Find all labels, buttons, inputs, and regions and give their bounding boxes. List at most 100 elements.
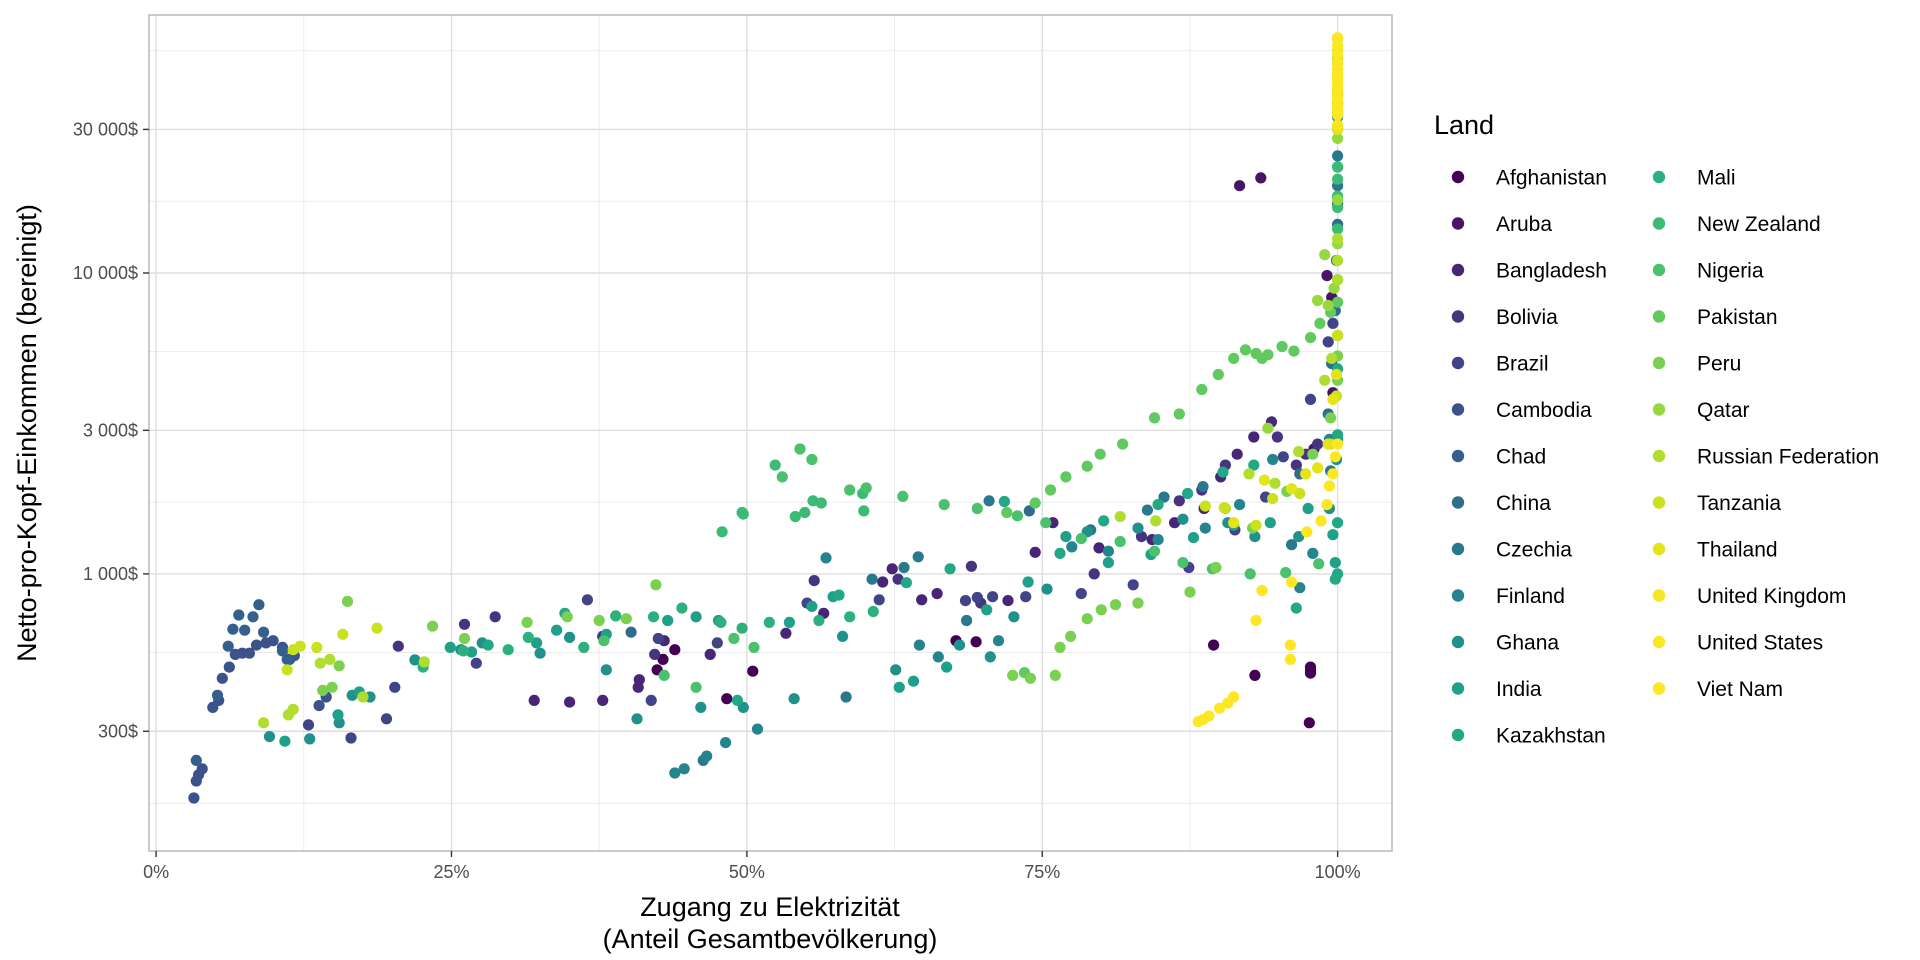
legend-key (1451, 217, 1465, 230)
y-tick-label: 10 000$ (73, 263, 138, 283)
data-point (858, 505, 870, 517)
data-point (890, 664, 902, 676)
legend-item: Mali (1652, 167, 1736, 190)
data-point (1249, 669, 1261, 682)
x-tick-label: 25% (433, 862, 469, 882)
plot-panel (149, 15, 1392, 851)
data-point (216, 672, 228, 684)
data-point (551, 624, 563, 636)
data-point (1332, 173, 1344, 185)
data-point (581, 594, 594, 606)
data-point (1210, 561, 1222, 574)
legend-key (1652, 217, 1666, 230)
data-point (971, 502, 983, 515)
legend-item: Nigeria (1652, 260, 1764, 283)
data-point (227, 623, 239, 635)
legend-key (1451, 635, 1465, 649)
data-point (597, 694, 609, 707)
data-point (1109, 599, 1122, 611)
legend-key (1652, 496, 1666, 509)
data-point (769, 459, 781, 471)
y-tick-label: 1 000$ (83, 564, 138, 584)
data-point (1332, 109, 1344, 121)
data-point (1322, 336, 1334, 348)
data-point (1248, 459, 1260, 471)
data-point (258, 626, 270, 638)
data-point (1182, 487, 1194, 500)
data-point (1302, 502, 1314, 515)
data-point (1114, 536, 1126, 548)
data-point (1060, 531, 1072, 543)
data-point (531, 637, 543, 649)
data-point (1312, 438, 1324, 450)
data-point (1184, 586, 1196, 598)
data-point (1234, 180, 1246, 192)
data-point (564, 696, 576, 708)
data-point (1303, 717, 1315, 729)
y-tick-label: 30 000$ (73, 119, 138, 139)
data-point (1173, 408, 1185, 420)
data-point (1267, 493, 1279, 505)
data-point (1093, 542, 1105, 554)
legend-label: Czechia (1496, 539, 1572, 562)
data-point (281, 653, 293, 666)
data-point (610, 610, 622, 622)
data-point (1023, 505, 1035, 517)
legend-item: Cambodia (1451, 399, 1592, 422)
data-point (1332, 274, 1344, 286)
data-point (1322, 299, 1334, 312)
data-point (1199, 522, 1211, 534)
data-point (1152, 499, 1164, 511)
legend-key (1652, 635, 1666, 649)
data-point (1300, 468, 1312, 480)
data-point (731, 694, 744, 707)
data-point (247, 611, 259, 623)
data-point (1094, 448, 1106, 460)
data-point (1002, 595, 1014, 607)
legend-key (1652, 310, 1666, 323)
data-point (645, 694, 657, 707)
legend-item: Kazakhstan (1451, 725, 1606, 748)
legend-key (1652, 263, 1666, 277)
data-point (1304, 332, 1317, 344)
data-point (1250, 614, 1262, 627)
legend-item: Tanzania (1652, 492, 1781, 515)
data-point (1088, 568, 1100, 580)
data-point (1323, 480, 1335, 492)
legend-label: Cambodia (1496, 399, 1592, 422)
data-point (294, 640, 306, 652)
data-point (1332, 32, 1344, 44)
data-point (736, 622, 748, 634)
legend-label: Nigeria (1697, 260, 1764, 283)
data-point (1234, 499, 1246, 511)
data-point (1304, 393, 1317, 405)
data-point (1075, 588, 1087, 600)
data-point (916, 594, 928, 606)
data-point (721, 693, 733, 705)
legend-label: New Zealand (1697, 213, 1821, 236)
data-point (534, 647, 546, 659)
data-point (931, 588, 943, 600)
data-point (652, 632, 664, 645)
legend-label: Viet Nam (1697, 678, 1783, 701)
x-tick-label: 0% (143, 862, 169, 882)
data-point (650, 579, 662, 591)
legend-key (1652, 589, 1666, 602)
series-points (651, 635, 1317, 729)
data-point (389, 681, 401, 693)
data-point (971, 591, 983, 604)
data-point (1066, 541, 1078, 553)
data-point (866, 573, 878, 585)
data-point (190, 754, 202, 767)
data-point (840, 691, 852, 703)
data-point (279, 735, 291, 747)
data-point (1177, 513, 1189, 525)
data-point (690, 611, 702, 623)
legend-item: China (1451, 492, 1551, 515)
data-point (657, 653, 669, 666)
legend-label: Peru (1697, 353, 1741, 376)
data-point (1007, 669, 1019, 682)
data-point (1332, 91, 1344, 103)
data-point (1307, 448, 1319, 460)
legend-item: Bangladesh (1451, 260, 1607, 283)
